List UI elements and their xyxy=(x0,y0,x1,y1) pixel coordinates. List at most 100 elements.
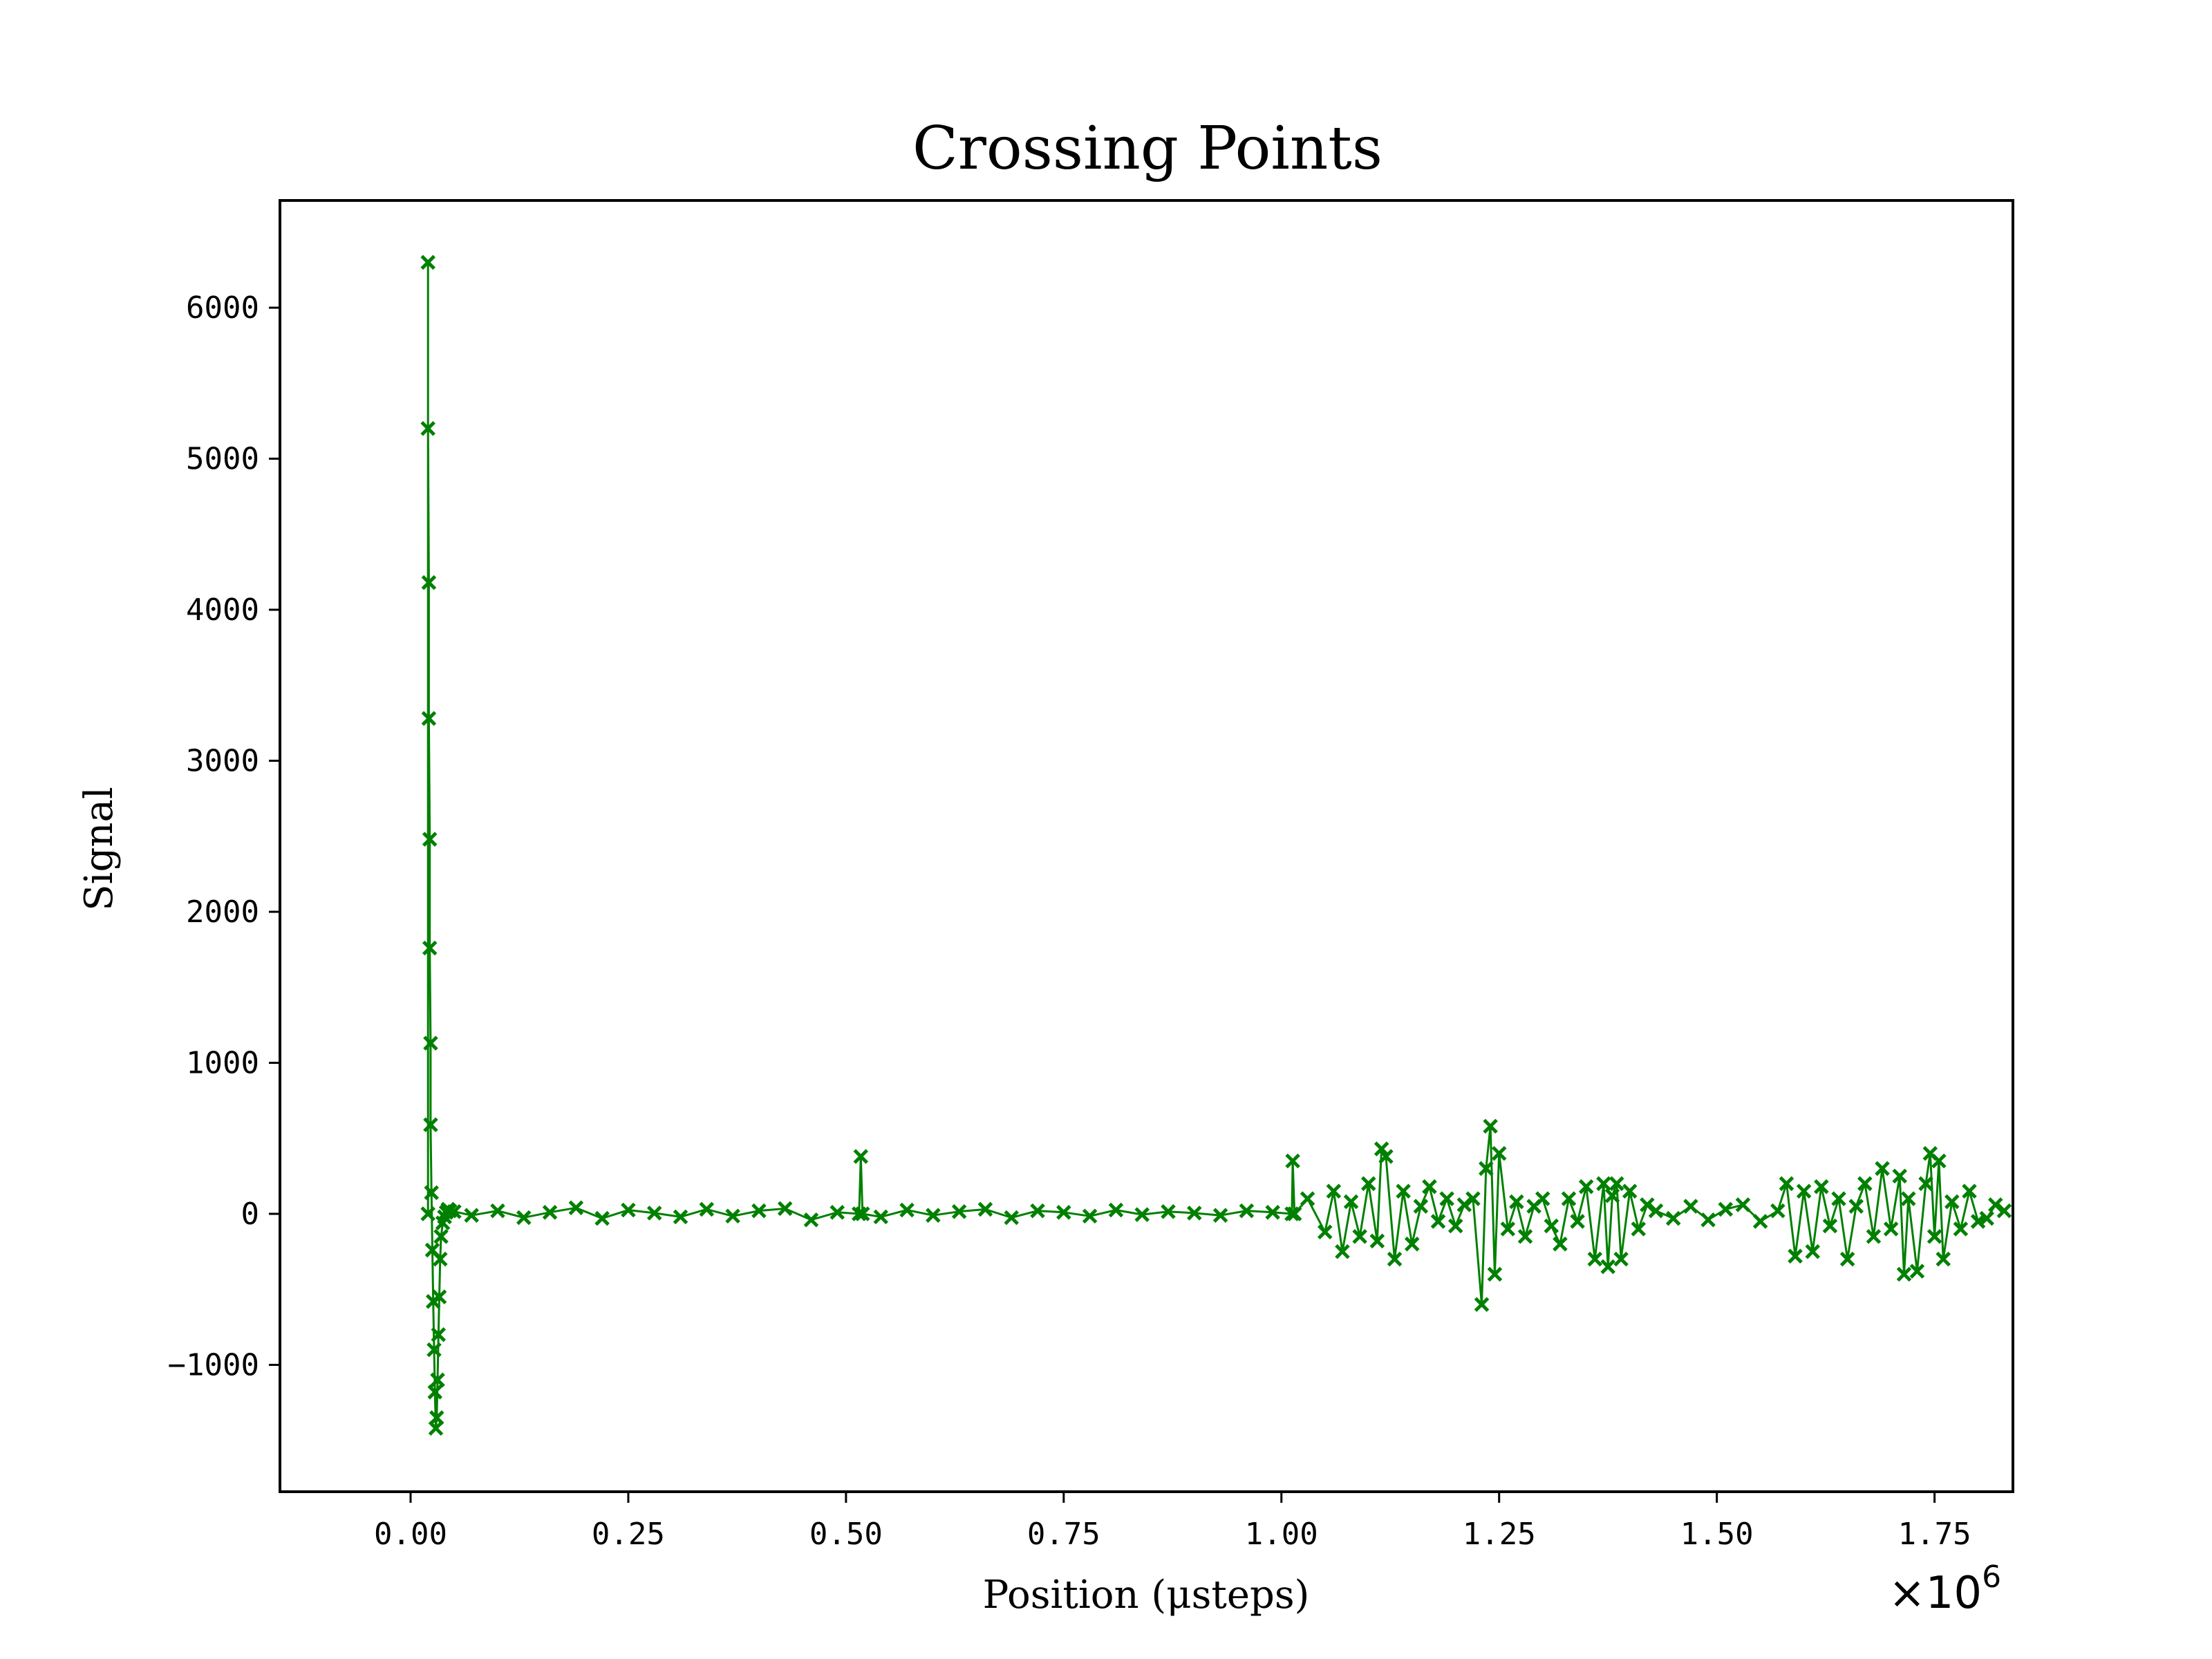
data-point-marker xyxy=(1631,1221,1647,1237)
data-point-marker xyxy=(1212,1208,1228,1223)
data-point-marker xyxy=(427,1342,442,1358)
data-point-marker xyxy=(673,1209,688,1225)
data-point-marker xyxy=(1718,1201,1734,1217)
data-point-marker xyxy=(873,1209,889,1225)
data-point-marker xyxy=(421,574,437,590)
data-point-marker xyxy=(420,1206,435,1221)
data-point-marker xyxy=(1487,1266,1503,1282)
data-point-marker xyxy=(1413,1199,1429,1214)
data-point-marker xyxy=(951,1203,967,1219)
data-point-marker xyxy=(853,1149,869,1164)
x-offset-base: ×10 xyxy=(1888,1568,1982,1619)
data-point-marker xyxy=(1465,1191,1481,1206)
data-point-marker xyxy=(1640,1197,1655,1212)
data-point-marker xyxy=(420,254,435,270)
y-tick-label: −1000 xyxy=(168,1347,259,1382)
data-point-marker xyxy=(1284,1206,1300,1221)
data-point-marker xyxy=(1187,1206,1202,1221)
data-point-marker xyxy=(433,1251,448,1267)
chart-title: Crossing Points xyxy=(912,114,1382,183)
data-point-marker xyxy=(542,1205,558,1220)
data-point-marker xyxy=(1578,1179,1594,1194)
data-point-marker xyxy=(1857,1176,1873,1192)
data-point-marker xyxy=(1056,1205,1071,1220)
data-point-marker xyxy=(1683,1199,1698,1214)
data-point-marker xyxy=(1918,1176,1933,1192)
data-point-marker xyxy=(1479,1161,1494,1177)
data-point-marker xyxy=(1517,1229,1533,1244)
data-point-marker xyxy=(1030,1203,1045,1219)
series-layer xyxy=(420,254,2012,1436)
data-point-marker xyxy=(1317,1224,1333,1239)
data-point-marker xyxy=(424,1185,439,1201)
data-point-marker xyxy=(1735,1197,1751,1212)
data-point-marker xyxy=(1814,1179,1829,1194)
series-line xyxy=(427,261,2005,1430)
data-point-marker xyxy=(1944,1194,1960,1210)
data-point-marker xyxy=(1848,1199,1864,1214)
data-point-marker xyxy=(1285,1153,1300,1169)
data-point-marker xyxy=(430,1372,445,1388)
data-point-marker xyxy=(1779,1176,1794,1192)
data-point-marker xyxy=(1378,1149,1394,1164)
data-point-marker xyxy=(1335,1244,1350,1259)
data-point-marker xyxy=(1700,1212,1716,1228)
data-point-marker xyxy=(1831,1191,1846,1206)
data-point-marker xyxy=(1866,1229,1882,1244)
data-point-marker xyxy=(516,1210,532,1226)
data-point-marker xyxy=(464,1208,479,1223)
data-point-marker xyxy=(1796,1183,1812,1199)
x-tick-label: 1.00 xyxy=(1245,1517,1318,1552)
y-tick-label: 3000 xyxy=(186,744,259,779)
y-tick-label: 6000 xyxy=(186,290,259,326)
data-point-marker xyxy=(1596,1176,1611,1192)
x-tick-label: 1.50 xyxy=(1680,1517,1754,1552)
data-point-marker xyxy=(1239,1203,1255,1219)
data-point-marker xyxy=(751,1203,767,1219)
data-point-marker xyxy=(429,1410,444,1425)
data-point-marker xyxy=(1875,1161,1890,1177)
data-point-marker xyxy=(1535,1191,1550,1206)
data-point-marker xyxy=(1396,1183,1411,1199)
x-axis-ticks: 0.00 0.25 0.50 0.75 1.00 1.25 1.50 1.75 xyxy=(374,1492,1971,1552)
y-tick-label: 1000 xyxy=(186,1046,259,1081)
data-point-marker xyxy=(1004,1210,1019,1226)
data-point-marker xyxy=(926,1208,941,1223)
data-point-marker xyxy=(1839,1251,1855,1267)
data-point-marker xyxy=(1665,1210,1681,1226)
data-point-marker xyxy=(1387,1251,1403,1267)
data-point-marker xyxy=(1082,1208,1098,1224)
data-point-marker xyxy=(803,1212,819,1228)
x-tick-label: 1.25 xyxy=(1463,1517,1536,1552)
data-point-marker xyxy=(447,1203,462,1219)
data-point-marker xyxy=(568,1200,584,1216)
x-tick-label: 0.50 xyxy=(809,1517,883,1552)
data-point-marker xyxy=(1931,1153,1947,1169)
data-point-marker xyxy=(1500,1221,1516,1237)
data-point-marker xyxy=(1883,1221,1899,1237)
data-point-marker xyxy=(1648,1203,1664,1219)
data-point-marker xyxy=(621,1202,636,1218)
data-point-marker xyxy=(422,940,438,956)
data-point-marker xyxy=(1622,1183,1638,1199)
data-point-marker xyxy=(1896,1266,1912,1282)
data-point-marker xyxy=(1788,1248,1803,1264)
x-tick-label: 0.00 xyxy=(374,1517,447,1552)
data-point-marker xyxy=(427,1385,443,1400)
x-axis-offset-text: ×106 xyxy=(1888,1559,2001,1619)
data-point-marker xyxy=(1447,1218,1463,1234)
x-offset-exponent: 6 xyxy=(1982,1559,2001,1595)
data-point-marker xyxy=(977,1201,993,1217)
x-tick-label: 0.75 xyxy=(1027,1517,1100,1552)
data-point-marker xyxy=(1970,1214,1986,1229)
data-point-marker xyxy=(433,1229,449,1244)
data-point-marker xyxy=(1108,1202,1124,1218)
data-point-marker xyxy=(699,1201,715,1217)
y-tick-label: 4000 xyxy=(186,592,259,628)
data-point-marker xyxy=(1613,1251,1629,1267)
data-point-marker xyxy=(777,1201,793,1217)
data-point-marker xyxy=(1326,1183,1342,1199)
plot-frame xyxy=(279,199,2014,1493)
data-point-marker xyxy=(1491,1145,1507,1161)
